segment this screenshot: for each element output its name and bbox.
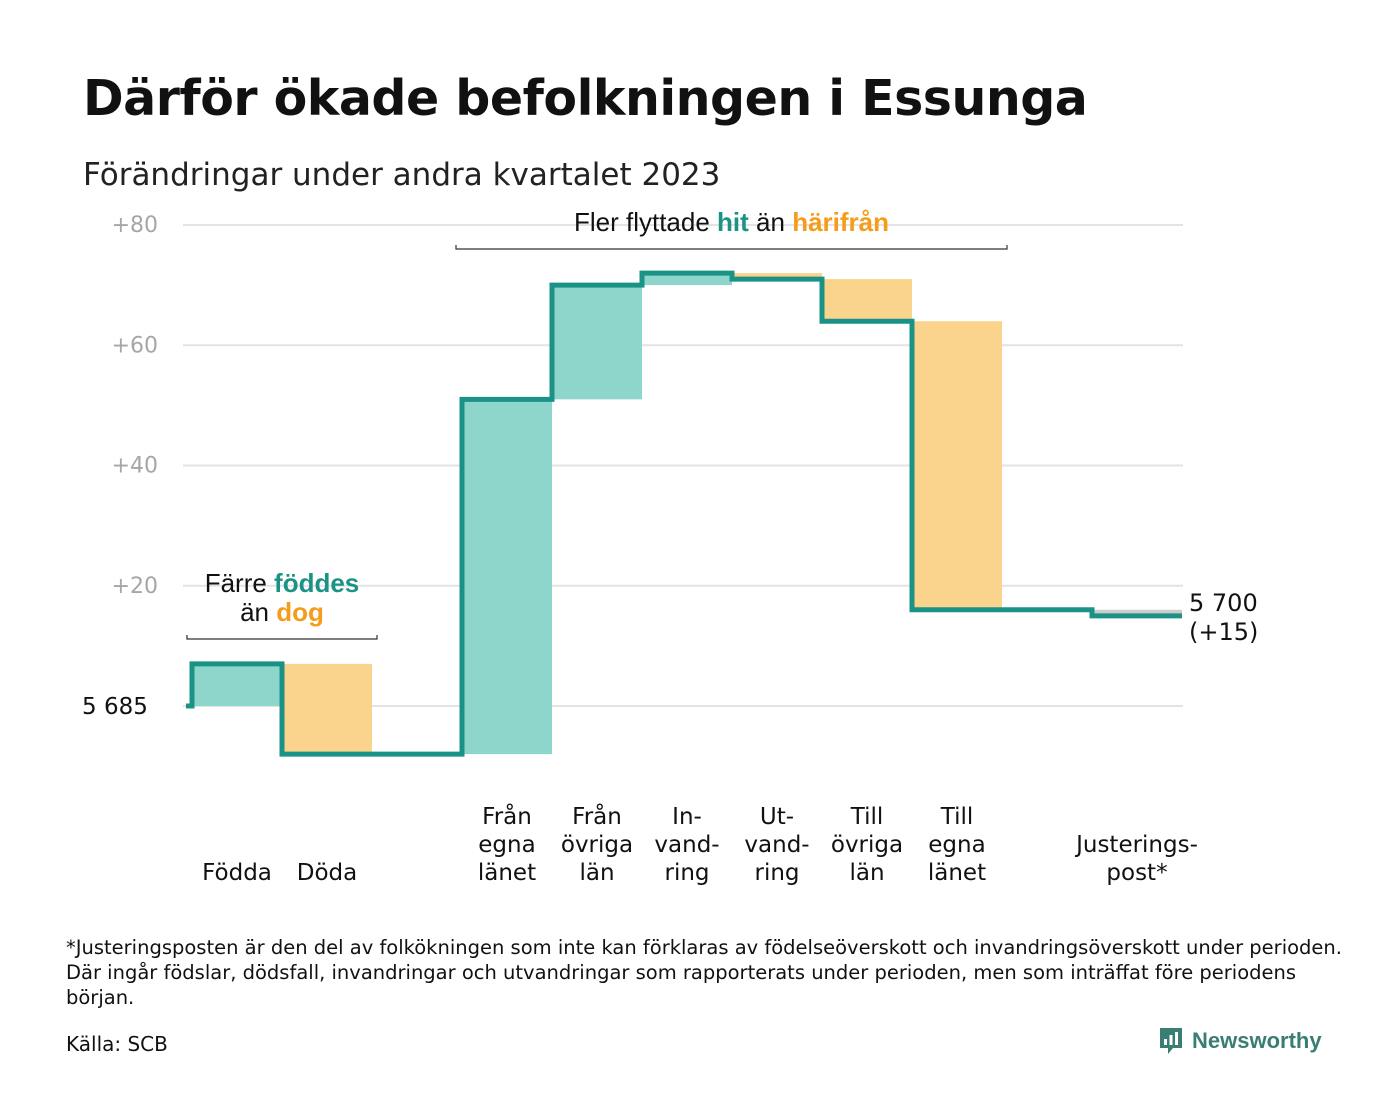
bar-tillövrigalän — [822, 279, 912, 322]
category-label: övriga — [831, 832, 903, 858]
end-change-label: (+15) — [1189, 618, 1258, 646]
chart-subtitle: Förändringar under andra kvartalet 2023 — [83, 157, 721, 193]
category-label: Födda — [202, 860, 272, 886]
annotation-bracket — [455, 245, 1008, 250]
category-label: post* — [1106, 860, 1167, 886]
bar-döda — [282, 663, 372, 755]
bar-ut-vand-ring — [732, 273, 822, 280]
category-label: län — [579, 860, 614, 886]
annotation-part: än — [749, 207, 792, 237]
start-value-label: 5 685 — [82, 694, 148, 720]
level-line — [186, 270, 1182, 757]
category-label: ring — [754, 860, 799, 886]
gridlines — [183, 224, 1183, 707]
annotation-part: Fler flyttade — [574, 207, 717, 237]
annotation-part: Färre — [205, 568, 274, 598]
bar-frånövrigalän — [552, 285, 642, 400]
annotation-bracket — [186, 635, 378, 640]
annotation-part: föddes — [274, 568, 359, 598]
category-label: Till — [940, 804, 974, 830]
bar-födda — [192, 663, 282, 706]
y-tick-label: +60 — [112, 333, 158, 358]
category-label: Till — [850, 804, 884, 830]
annotation-text: än dog — [240, 597, 324, 627]
category-label: Från — [572, 802, 622, 830]
newsworthy-logo-icon — [1160, 1028, 1182, 1054]
y-tick-label: +40 — [112, 454, 158, 479]
category-label: vand- — [744, 832, 809, 858]
chart-title: Därför ökade befolkningen i Essunga — [83, 70, 1088, 127]
end-value-label: 5 700 — [1189, 589, 1258, 617]
category-label: län — [849, 860, 884, 886]
y-tick-label: +20 — [112, 574, 158, 599]
level-line-group — [186, 270, 1182, 757]
category-label: egna — [928, 832, 985, 858]
brand-name: Newsworthy — [1192, 1028, 1322, 1053]
category-label: Ut- — [760, 804, 794, 830]
category-label: länet — [928, 860, 986, 886]
annotation-part: dog — [276, 597, 324, 627]
category-label: egna — [478, 832, 535, 858]
category-label: vand- — [654, 832, 719, 858]
source-label: Källa: SCB — [66, 1032, 168, 1056]
newsworthy-logo: Newsworthy — [1158, 1026, 1322, 1056]
bar-justerings-post- — [1092, 609, 1182, 616]
category-label: övriga — [561, 832, 633, 858]
category-label: In- — [672, 804, 702, 830]
bar-tillegnalänet — [912, 321, 1002, 610]
category-label: länet — [478, 860, 536, 886]
footnote: *Justeringsposten är den del av folkökni… — [66, 936, 1342, 1009]
annotation-part: hit — [717, 207, 749, 237]
category-label: Från — [482, 802, 532, 830]
annotation-text: Fler flyttade hit än härifrån — [574, 207, 889, 237]
category-label: Döda — [297, 860, 357, 886]
annotation-part: härifrån — [792, 207, 889, 237]
bar-frånegnalänet — [462, 399, 552, 755]
annotation-text: Färre föddes — [205, 568, 360, 598]
bar-in-vand-ring — [642, 273, 732, 286]
category-label: ring — [664, 860, 709, 886]
y-tick-label: +80 — [112, 213, 158, 238]
category-label: Justerings- — [1074, 832, 1198, 858]
annotation-part: än — [240, 597, 276, 627]
bars — [192, 273, 1182, 755]
